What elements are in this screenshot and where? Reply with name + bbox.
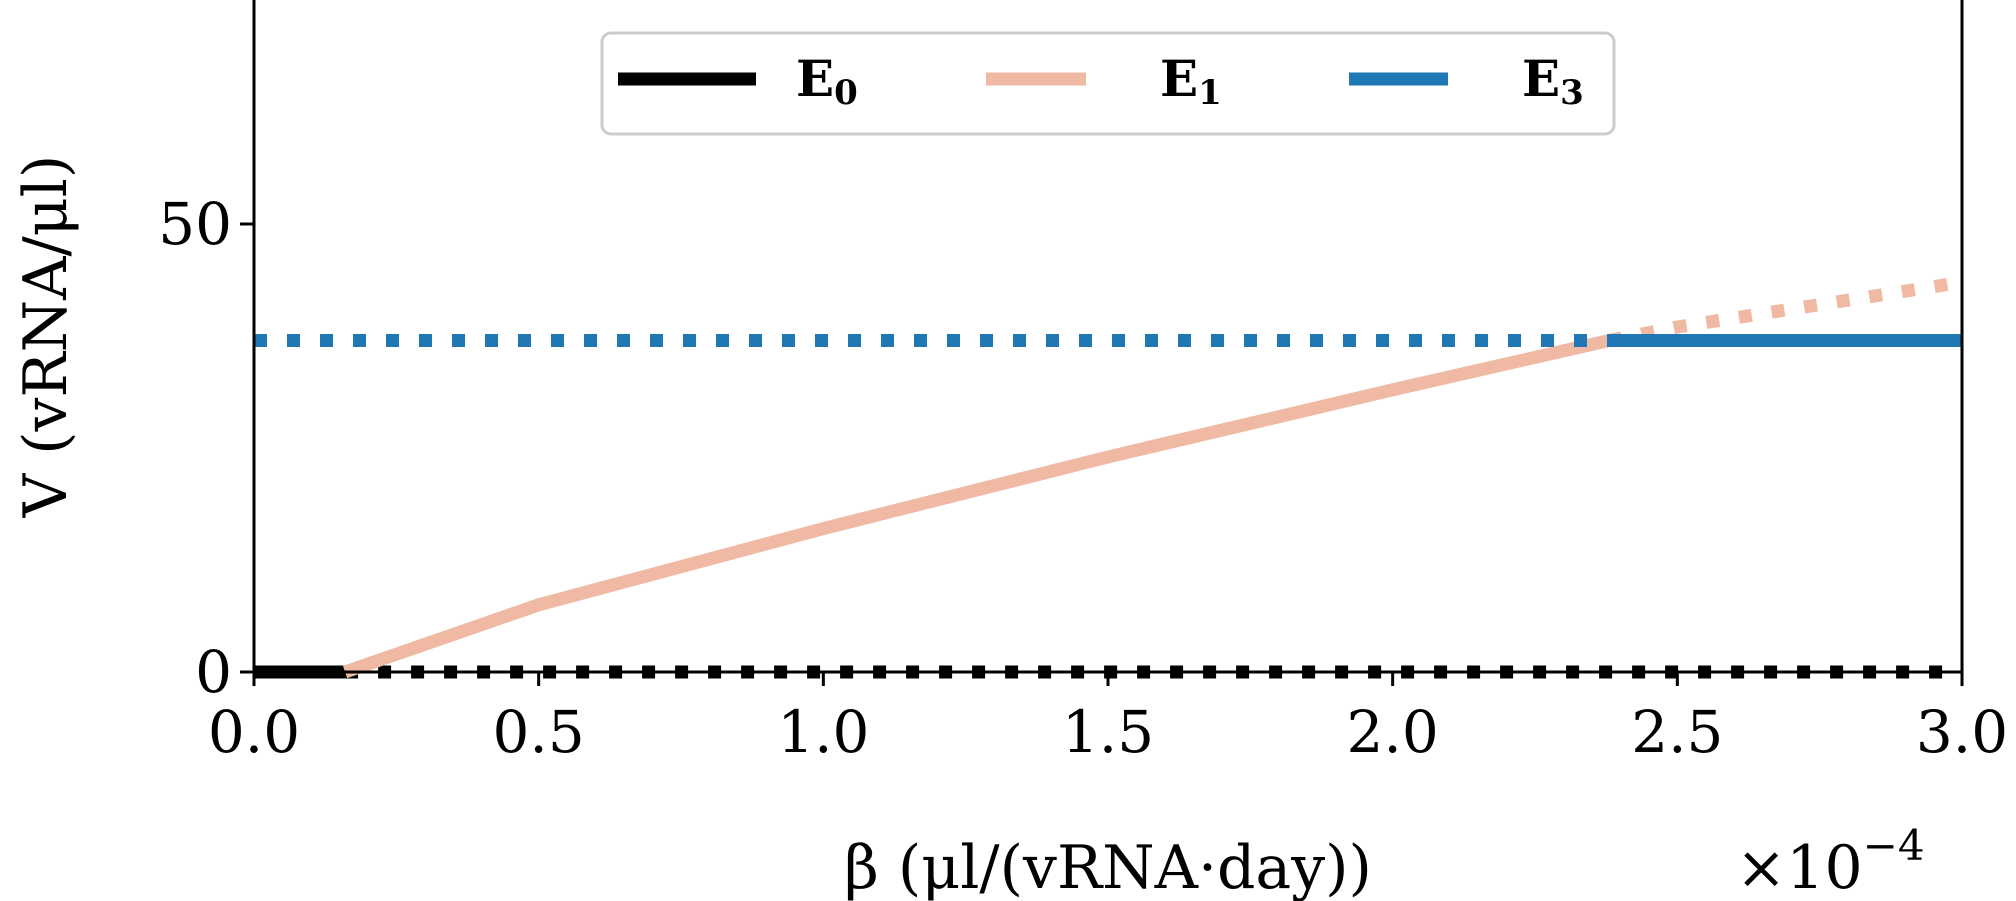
x-axis-label: β (μl/(vRNA·day)) <box>844 833 1372 901</box>
x-tick-label-5: 2.5 <box>1631 698 1723 766</box>
series-1-solid-segment-0 <box>342 334 1611 679</box>
legend-label-0: E0 <box>796 49 858 113</box>
x-tick-label-4: 2.0 <box>1347 698 1439 766</box>
x-axis-multiplier-exponent: −4 <box>1863 821 1925 870</box>
x-tick-label-1: 0.5 <box>493 698 585 766</box>
series-1-dotted-segment-1 <box>1607 275 1964 347</box>
x-tick-label-6: 3.0 <box>1916 698 2008 766</box>
y-tick-label-0: 0 <box>195 638 232 706</box>
y-axis-label: V (vRNA/μl) <box>11 155 81 519</box>
x-axis-ticks: 0.0 0.5 1.0 1.5 2.0 2.5 3.0 <box>208 672 2008 766</box>
series-1 <box>342 275 1964 679</box>
y-tick-label-1: 50 <box>158 190 232 258</box>
legend-items: E0 E1 E3 <box>618 49 1584 113</box>
x-tick-label-2: 1.0 <box>777 698 869 766</box>
x-tick-label-3: 1.5 <box>1062 698 1154 766</box>
legend-label-1: E1 <box>1160 49 1222 113</box>
y-axis-ticks: 0 50 <box>158 190 254 706</box>
x-axis-multiplier: ×10−4 <box>1736 821 1925 901</box>
legend-box <box>600 31 1616 136</box>
x-tick-label-0: 0.0 <box>208 698 300 766</box>
legend: E0 E1 E3 <box>600 31 1616 136</box>
legend-label-2: E3 <box>1522 49 1584 113</box>
x-axis-multiplier-base: ×10 <box>1736 833 1863 901</box>
